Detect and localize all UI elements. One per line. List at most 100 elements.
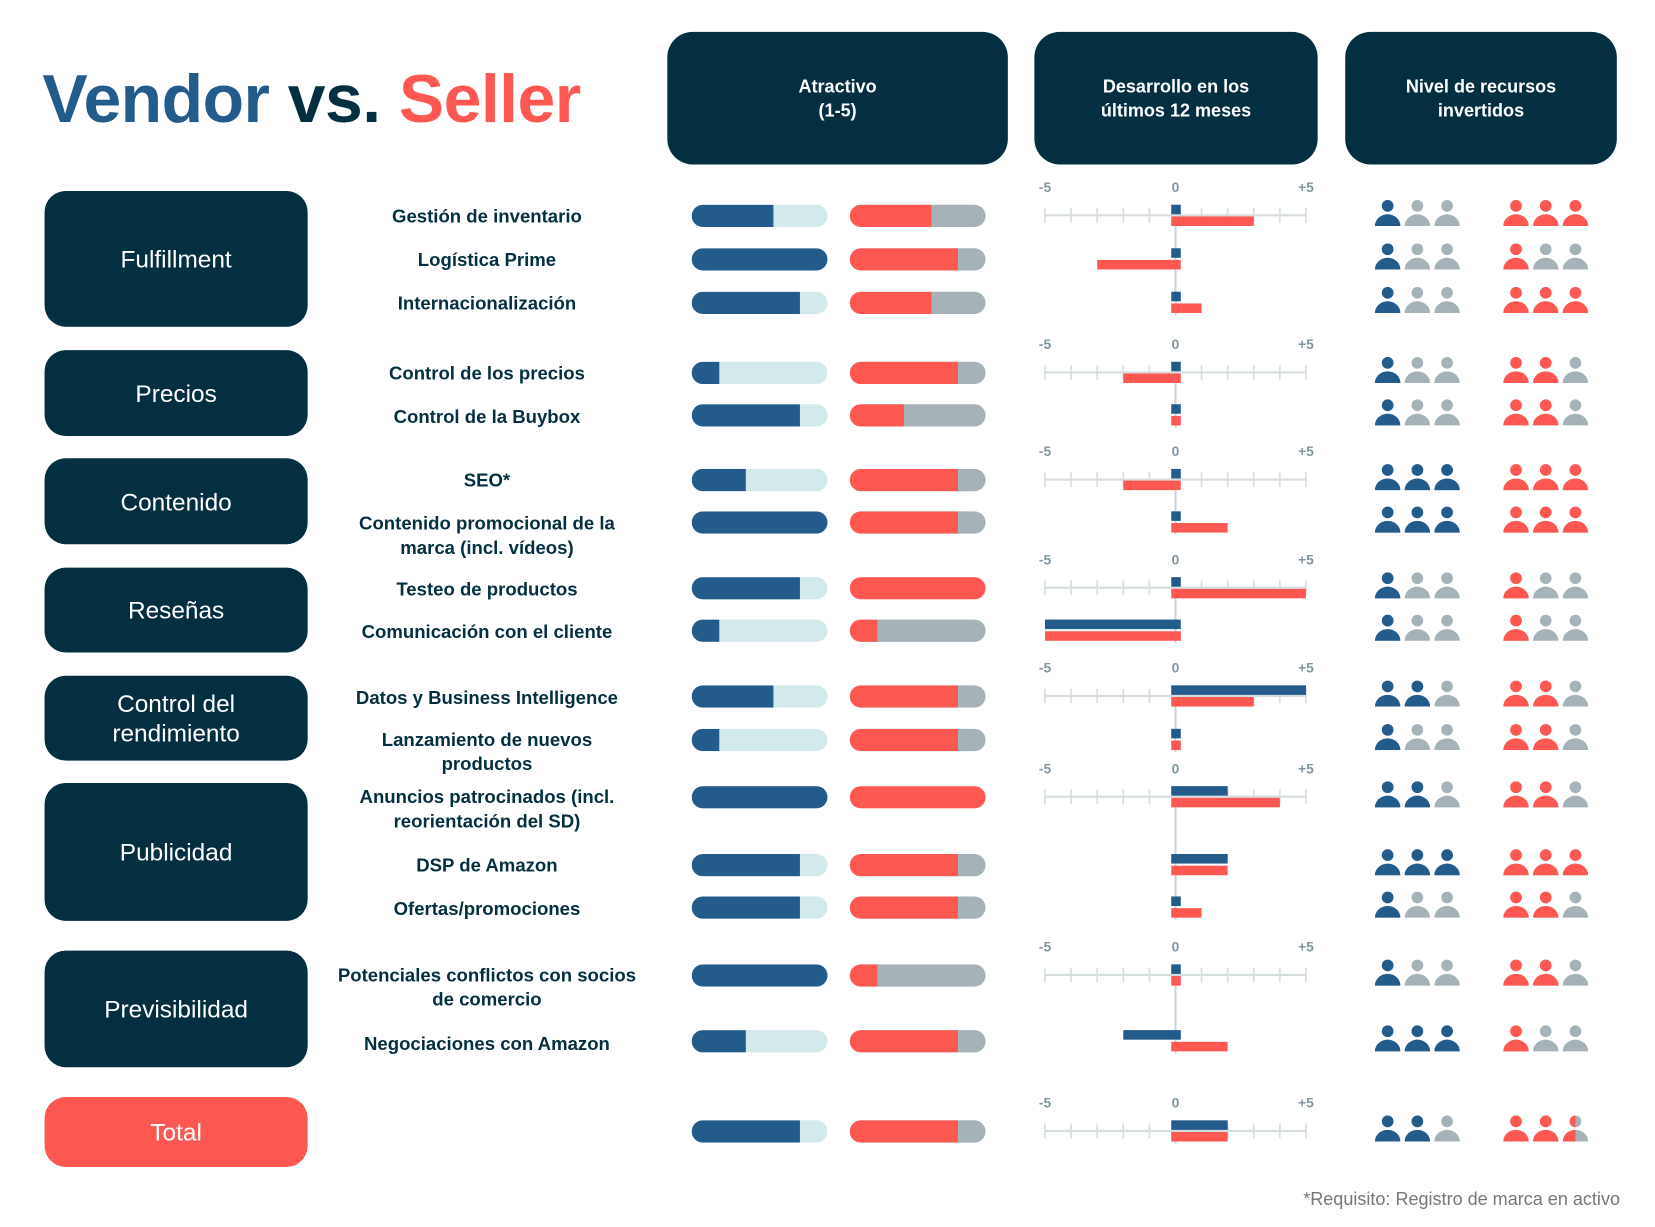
vendor-resources [1374, 1025, 1460, 1052]
vendor-resources [1374, 781, 1460, 808]
header-line: Nivel de recursos [1405, 75, 1557, 97]
vendor-attractiveness-bar [691, 619, 828, 642]
person-icon [1374, 506, 1401, 533]
seller-attractiveness-fill [849, 728, 959, 751]
vendor-attractiveness-fill [691, 684, 774, 708]
seller-development-bar [1123, 373, 1181, 383]
vendor-attractiveness-bar [691, 576, 828, 599]
vendor-resources [1374, 199, 1460, 226]
person-icon [1562, 356, 1589, 383]
vendor-development-bar [1171, 854, 1228, 864]
person-icon [1374, 464, 1401, 491]
person-icon [1503, 724, 1529, 751]
person-icon [1434, 243, 1460, 270]
person-icon [1374, 849, 1401, 876]
person-icon [1434, 849, 1460, 876]
seller-attractiveness-fill [849, 361, 959, 384]
seller-attractiveness-bar [849, 576, 986, 599]
person-icon [1562, 286, 1589, 313]
vendor-development-bar [1171, 511, 1181, 521]
person-icon [1503, 781, 1529, 808]
category-1: Precios [44, 350, 308, 437]
person-icon [1562, 781, 1589, 808]
axis-tick-label: 0 [1171, 443, 1180, 460]
axis-tick-label: -5 [1038, 659, 1052, 676]
person-icon [1533, 849, 1559, 876]
person-icon [1533, 1025, 1559, 1052]
person-icon [1374, 891, 1401, 918]
axis-tick-label: -5 [1038, 179, 1052, 196]
person-icon [1404, 781, 1431, 808]
vendor-development-bar [1171, 404, 1181, 414]
vendor-attractiveness-fill [691, 619, 719, 642]
seller-attractiveness-fill [849, 895, 959, 919]
person-icon [1503, 572, 1529, 599]
person-icon [1374, 1025, 1401, 1052]
item-label: Potenciales conflictos con socios de com… [337, 964, 637, 1010]
seller-attractiveness-fill [849, 1119, 959, 1143]
vendor-attractiveness-fill [691, 468, 747, 491]
seller-development-bar [1171, 303, 1202, 313]
vendor-attractiveness-fill [691, 361, 719, 384]
person-icon [1503, 1115, 1529, 1142]
seller-attractiveness-bar [849, 895, 986, 919]
vendor-resources [1374, 891, 1460, 918]
person-icon [1434, 724, 1460, 751]
seller-resources [1503, 781, 1589, 808]
header-attractiveness: Atractivo (1-5) [667, 31, 1008, 165]
axis-tick-label: +5 [1298, 551, 1314, 568]
vendor-resources [1374, 1115, 1460, 1142]
seller-resources [1503, 199, 1589, 226]
item-label: SEO* [463, 469, 511, 491]
vendor-attractiveness-bar [691, 785, 828, 808]
seller-attractiveness-bar [849, 291, 986, 314]
vendor-attractiveness-fill [691, 1119, 801, 1143]
seller-attractiveness-fill [849, 510, 959, 534]
vendor-attractiveness-fill [691, 895, 801, 919]
vendor-attractiveness-fill [691, 1029, 747, 1052]
person-icon [1434, 286, 1460, 313]
person-icon [1533, 356, 1559, 383]
seller-development-bar [1171, 588, 1306, 599]
person-icon [1374, 781, 1401, 808]
category-3: Reseñas [44, 567, 308, 653]
person-icon [1533, 1115, 1559, 1142]
axis-tick-label: 0 [1171, 551, 1180, 568]
seller-development-bar [1171, 740, 1181, 751]
axis-tick-label: -5 [1038, 443, 1052, 460]
person-icon [1404, 464, 1431, 491]
seller-attractiveness-bar [849, 468, 986, 491]
person-icon [1404, 286, 1431, 313]
person-icon [1503, 959, 1529, 986]
vendor-development-bar [1171, 291, 1181, 302]
person-icon [1503, 286, 1529, 313]
axis-tick-label: -5 [1038, 938, 1052, 955]
person-icon [1434, 614, 1460, 641]
seller-resources [1503, 724, 1589, 751]
seller-attractiveness-bar [849, 361, 986, 384]
vendor-attractiveness-fill [691, 785, 828, 808]
person-icon [1434, 572, 1460, 599]
vendor-attractiveness-bar [691, 510, 828, 534]
person-icon [1404, 399, 1431, 426]
vendor-resources [1374, 614, 1460, 641]
seller-attractiveness-bar [849, 247, 986, 270]
person-icon [1374, 572, 1401, 599]
seller-attractiveness-bar [849, 510, 986, 534]
seller-resources [1503, 399, 1589, 426]
person-icon [1503, 199, 1529, 226]
axis-tick-label: -5 [1038, 551, 1052, 568]
vendor-attractiveness-fill [691, 403, 801, 426]
category-7: Total [44, 1096, 308, 1167]
vendor-resources [1374, 506, 1460, 533]
person-icon [1503, 849, 1529, 876]
vendor-attractiveness-fill [691, 204, 774, 227]
seller-resources [1503, 1115, 1589, 1142]
person-icon [1533, 680, 1559, 707]
vendor-attractiveness-fill [691, 853, 801, 876]
person-icon [1434, 1025, 1460, 1052]
vendor-attractiveness-bar [691, 895, 828, 919]
seller-attractiveness-bar [849, 619, 986, 642]
